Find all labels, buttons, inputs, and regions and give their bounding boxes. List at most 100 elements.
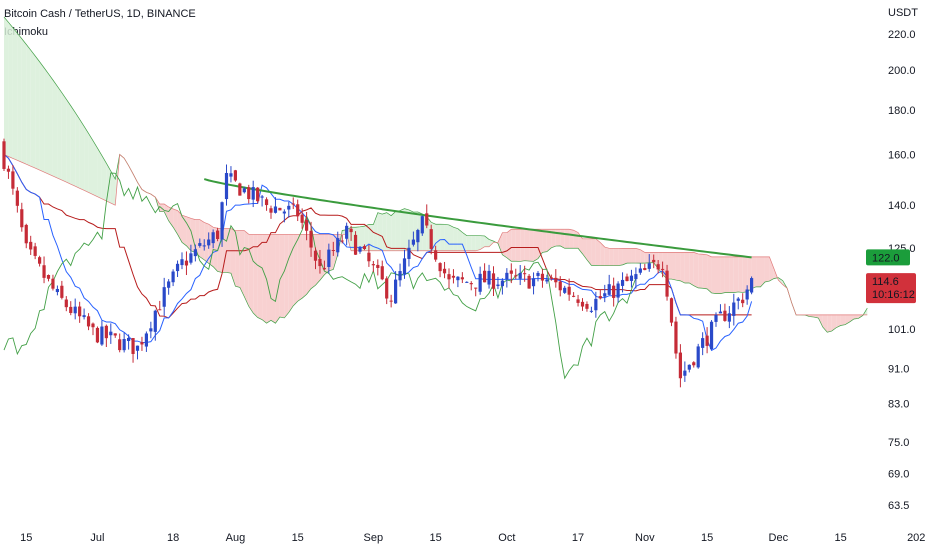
- candle-body: [118, 339, 122, 351]
- candle-body: [580, 301, 585, 307]
- candle-body: [745, 289, 749, 300]
- cloud-segment: [315, 234, 320, 286]
- cloud-segment: [377, 212, 383, 251]
- ichimoku-cloud: [3, 16, 868, 333]
- cloud-segment: [173, 208, 178, 235]
- candle-body: [741, 299, 745, 304]
- candle-body: [558, 281, 562, 291]
- cloud-segment: [591, 238, 596, 266]
- cloud-segment: [199, 219, 205, 260]
- candle-body: [95, 327, 100, 343]
- candle-body: [643, 267, 647, 271]
- cloud-segment: [497, 232, 503, 255]
- currency-label: USDT: [888, 7, 918, 19]
- cloud-segment: [702, 254, 708, 289]
- cloud-segment: [386, 212, 392, 251]
- last-price-label: 114.6: [872, 276, 899, 288]
- cloud-segment: [164, 204, 169, 221]
- price-tick-label: 75.0: [888, 437, 909, 449]
- price-tick-label: 220.0: [888, 29, 916, 41]
- candle-body: [251, 187, 255, 200]
- time-tick-label: Dec: [769, 532, 789, 544]
- candle-body: [638, 268, 642, 273]
- cloud-segment: [391, 211, 396, 251]
- cloud-segment: [248, 234, 254, 314]
- cloud-segment: [827, 314, 832, 333]
- cloud-segment: [271, 234, 276, 324]
- moving-average-line: [203, 178, 752, 259]
- candle-countdown-label: 10:16:12: [872, 289, 915, 301]
- candle-body: [171, 271, 175, 283]
- candle-body: [162, 287, 166, 307]
- cloud-segment: [711, 256, 716, 294]
- price-tick-label: 69.0: [888, 468, 909, 480]
- candle-body: [598, 296, 602, 299]
- cloud-segment: [297, 234, 303, 302]
- candle-body: [487, 270, 491, 285]
- cloud-segment: [471, 235, 476, 251]
- time-tick-label: 17: [572, 532, 584, 544]
- candle-body: [380, 266, 384, 280]
- time-tick-label: Aug: [226, 532, 246, 544]
- candle-body: [545, 279, 549, 282]
- candle-body: [563, 287, 567, 293]
- cloud-segment: [48, 73, 53, 177]
- price-tick-label: 180.0: [888, 105, 916, 117]
- candle-body: [376, 264, 380, 268]
- cloud-segment: [360, 226, 365, 251]
- candle-body: [131, 338, 135, 354]
- candle-body: [549, 277, 553, 279]
- candle-body: [469, 283, 473, 285]
- cloud-segment: [17, 33, 22, 163]
- candle-body: [322, 268, 326, 270]
- candle-body: [78, 306, 82, 317]
- candle-body: [327, 249, 331, 267]
- candle-body: [572, 295, 576, 297]
- time-tick-label: Oct: [498, 532, 515, 544]
- cloud-segment: [382, 212, 387, 251]
- cloud-segment: [693, 252, 699, 288]
- cloud-segment: [84, 126, 89, 193]
- candle-body: [483, 270, 487, 283]
- candle-body: [242, 188, 246, 193]
- candle-body: [207, 239, 211, 246]
- candle-body: [113, 333, 117, 336]
- candle-body: [33, 246, 37, 256]
- candle-body: [474, 287, 478, 289]
- cloud-segment: [457, 228, 463, 251]
- candle-body: [336, 238, 340, 253]
- candle-body: [425, 213, 429, 226]
- candle-body: [625, 276, 629, 282]
- cloud-segment: [564, 229, 570, 249]
- chart-title: Bitcoin Cash / TetherUS, 1D, BINANCE: [4, 8, 196, 20]
- candle-body: [709, 321, 714, 350]
- candle-body: [233, 170, 237, 181]
- cloud-segment: [778, 277, 783, 285]
- candle-body: [456, 276, 460, 281]
- candle-body: [505, 272, 509, 280]
- candle-body: [211, 232, 215, 244]
- candle-body: [407, 247, 411, 259]
- candle-body: [429, 229, 433, 249]
- cloud-segment: [284, 234, 289, 318]
- candle-body: [140, 342, 144, 345]
- candle-body: [696, 346, 700, 368]
- cloud-segment: [520, 229, 525, 262]
- cloud-segment: [506, 229, 512, 262]
- cloud-segment: [230, 228, 236, 287]
- candle-body: [398, 271, 402, 281]
- cloud-segment: [235, 230, 240, 288]
- cloud-segment: [195, 219, 200, 257]
- cloud-segment: [239, 230, 245, 297]
- cloud-segment: [542, 229, 547, 253]
- time-tick-label: 15: [834, 532, 846, 544]
- cloud-segment: [595, 238, 601, 266]
- cloud-segment: [724, 256, 730, 293]
- candle-body: [491, 273, 496, 289]
- candle-body: [305, 219, 309, 231]
- candle-body: [661, 268, 665, 270]
- candle-body: [291, 203, 295, 205]
- candle-body: [100, 326, 104, 345]
- cloud-segment: [75, 112, 80, 189]
